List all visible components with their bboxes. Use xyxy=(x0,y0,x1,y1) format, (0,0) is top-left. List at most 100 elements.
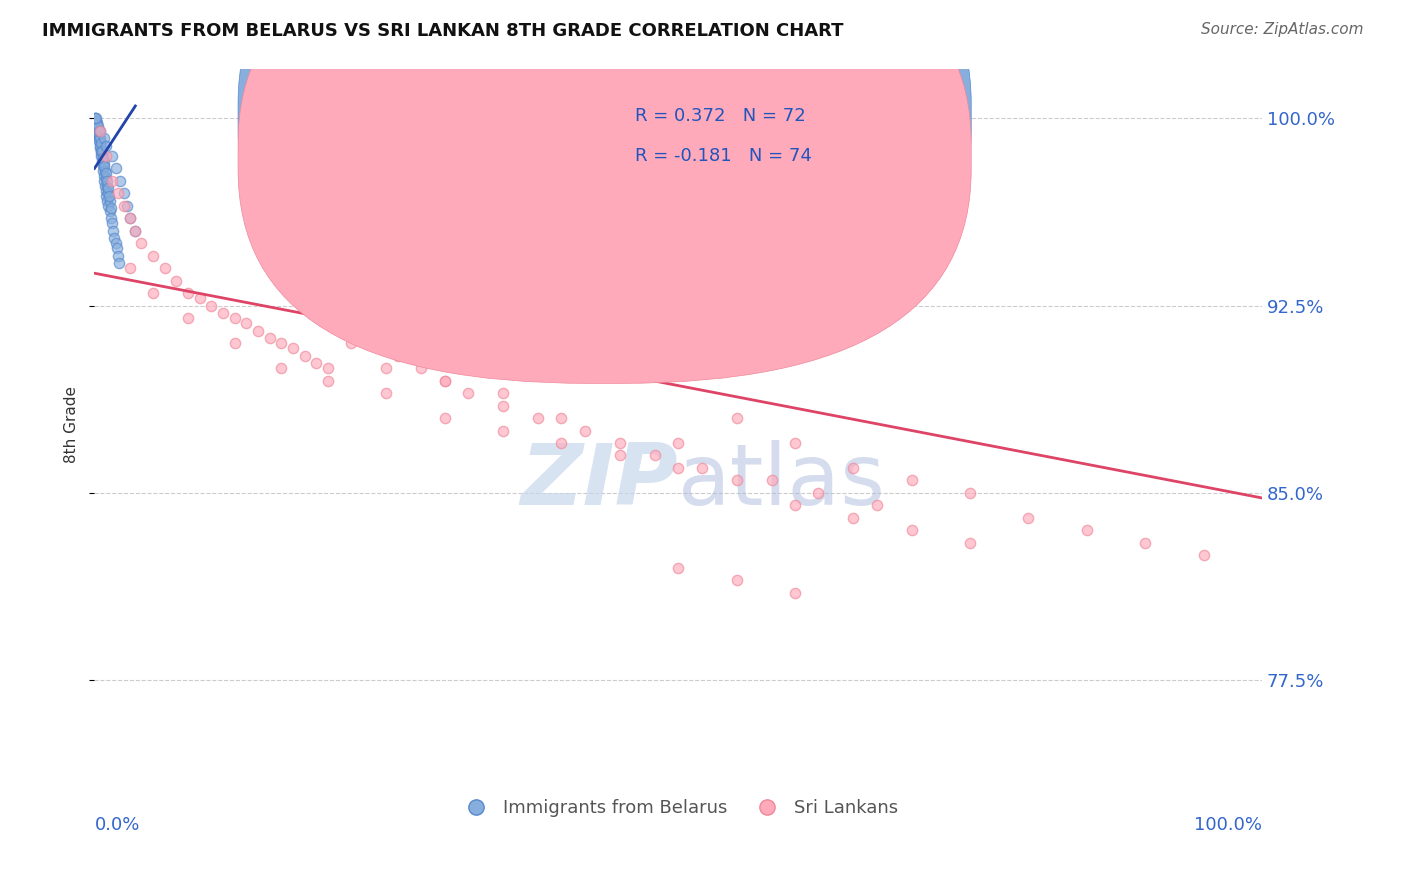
Point xyxy=(84,114,107,128)
Point xyxy=(305,356,328,370)
Point xyxy=(375,361,398,376)
Point xyxy=(387,349,409,363)
Point xyxy=(900,474,922,488)
Point xyxy=(550,361,572,376)
Point xyxy=(94,164,117,178)
Point xyxy=(93,156,115,170)
Point xyxy=(89,139,111,153)
Text: 100.0%: 100.0% xyxy=(1194,815,1263,834)
Point xyxy=(108,256,131,270)
Point xyxy=(84,112,107,126)
Point xyxy=(86,116,108,130)
Point xyxy=(94,166,117,180)
Point xyxy=(100,202,122,216)
Point xyxy=(783,499,806,513)
Point xyxy=(666,461,689,475)
Point xyxy=(112,199,135,213)
Point xyxy=(725,411,748,425)
Point xyxy=(363,324,385,338)
Point xyxy=(96,174,118,188)
Point xyxy=(375,386,398,401)
Point xyxy=(550,436,572,450)
Point xyxy=(94,184,117,198)
Point xyxy=(259,331,281,345)
Point xyxy=(101,174,124,188)
Point xyxy=(200,299,222,313)
Point xyxy=(1192,549,1215,563)
Point xyxy=(1076,524,1098,538)
Point xyxy=(89,134,111,148)
Point xyxy=(124,224,146,238)
Y-axis label: 8th Grade: 8th Grade xyxy=(65,385,79,463)
Point xyxy=(129,236,152,251)
Point xyxy=(783,436,806,450)
Point xyxy=(104,161,127,176)
Point xyxy=(761,474,783,488)
Point xyxy=(1017,511,1039,525)
Point xyxy=(107,186,129,201)
Point xyxy=(725,474,748,488)
Text: R = -0.181   N = 74: R = -0.181 N = 74 xyxy=(636,147,811,165)
Point xyxy=(492,424,515,438)
Point xyxy=(96,189,118,203)
Point xyxy=(574,424,596,438)
Point xyxy=(107,249,129,263)
Point xyxy=(84,112,107,126)
Point xyxy=(690,461,713,475)
Point xyxy=(90,149,112,163)
Point xyxy=(84,112,107,126)
Point xyxy=(900,524,922,538)
Point xyxy=(433,411,456,425)
Point xyxy=(433,374,456,388)
Point xyxy=(124,224,146,238)
Point xyxy=(94,178,117,193)
Text: IMMIGRANTS FROM BELARUS VS SRI LANKAN 8TH GRADE CORRELATION CHART: IMMIGRANTS FROM BELARUS VS SRI LANKAN 8T… xyxy=(42,22,844,40)
Point xyxy=(807,486,830,500)
Point xyxy=(90,136,112,151)
Point xyxy=(492,399,515,413)
Point xyxy=(104,236,127,251)
Point xyxy=(959,486,981,500)
FancyBboxPatch shape xyxy=(574,87,830,182)
Point xyxy=(89,131,111,145)
Point xyxy=(316,361,339,376)
Point xyxy=(842,461,865,475)
Point xyxy=(98,194,121,208)
Point xyxy=(433,374,456,388)
Point xyxy=(91,144,114,158)
Point xyxy=(84,116,107,130)
Point xyxy=(101,149,124,163)
FancyBboxPatch shape xyxy=(238,0,972,343)
Point xyxy=(316,374,339,388)
Point xyxy=(87,119,110,133)
Point xyxy=(96,171,118,186)
Point xyxy=(281,341,304,355)
Point xyxy=(188,291,211,305)
Point xyxy=(103,231,125,245)
Point xyxy=(89,136,111,151)
Point xyxy=(294,349,316,363)
Point xyxy=(91,164,114,178)
Point xyxy=(212,306,235,320)
Point xyxy=(89,124,111,138)
Point xyxy=(609,449,631,463)
Point xyxy=(666,561,689,575)
Point xyxy=(142,286,165,301)
Point xyxy=(87,128,110,143)
Point xyxy=(118,211,141,226)
Point xyxy=(118,211,141,226)
Point xyxy=(224,336,246,351)
Point xyxy=(87,124,110,138)
Point xyxy=(235,316,257,330)
Text: ZIP: ZIP xyxy=(520,440,678,523)
Point xyxy=(101,216,124,230)
Point xyxy=(550,411,572,425)
Point xyxy=(959,536,981,550)
Point xyxy=(91,153,114,168)
Point xyxy=(89,131,111,145)
Point xyxy=(87,124,110,138)
Point xyxy=(411,361,433,376)
Point xyxy=(866,499,889,513)
Text: R = 0.372   N = 72: R = 0.372 N = 72 xyxy=(636,107,806,126)
Point xyxy=(457,386,479,401)
